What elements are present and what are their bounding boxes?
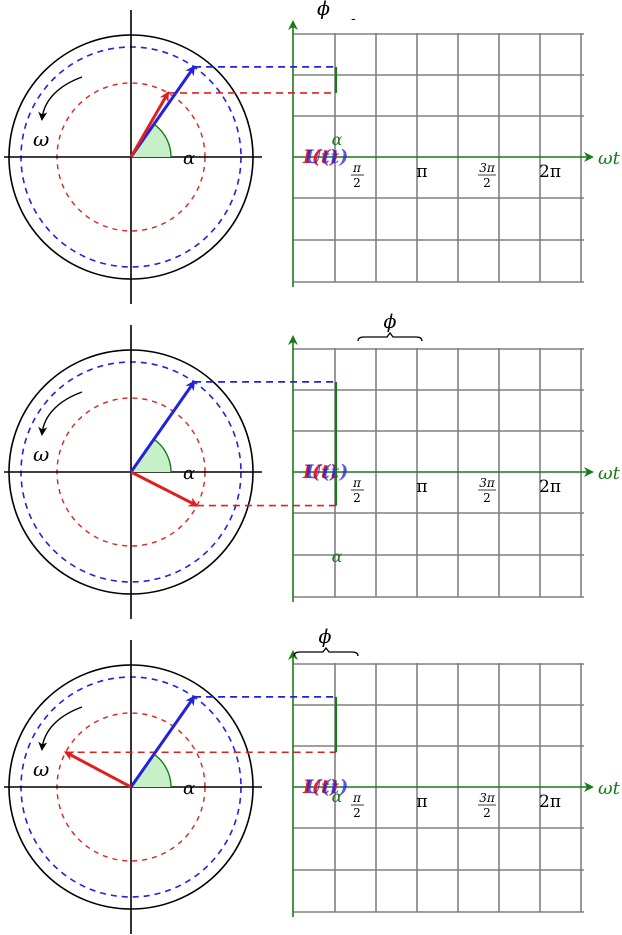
tick-2pi: 2π: [539, 162, 561, 182]
tick-2pi: 2π: [539, 792, 561, 812]
tick-2pi: 2π: [539, 477, 561, 497]
alpha-label-graph: α: [332, 787, 343, 806]
phi-label: ϕ: [384, 311, 397, 333]
rotation-arrow: [38, 76, 83, 121]
phi-dash: -: [351, 11, 356, 27]
alpha-label-circle: α: [183, 463, 195, 484]
tick-half-pi-num: π: [352, 791, 362, 805]
tick-pi: π: [416, 792, 427, 812]
current-phasor: [129, 91, 170, 158]
tick-pi: π: [416, 162, 427, 182]
alpha-label-circle: α: [183, 778, 195, 799]
phi-brace: [293, 646, 359, 657]
tick-three-half-pi-den: 2: [483, 176, 491, 190]
tick-half-pi-den: 2: [353, 176, 361, 190]
phi-brace: [357, 331, 423, 342]
tick-three-half-pi-num: 3π: [479, 161, 496, 175]
voltage-phasor: [129, 695, 196, 788]
u-label: U(t): [305, 776, 348, 798]
tick-half-pi-num: π: [352, 161, 362, 175]
omega-label: ω: [33, 442, 49, 466]
alpha-label-graph: α: [332, 130, 343, 149]
rotation-arrow: [38, 706, 83, 751]
tick-three-half-pi-den: 2: [483, 806, 491, 820]
alpha-arc: [153, 438, 172, 473]
u-label: U(t): [305, 146, 348, 168]
alpha-wedge: [131, 124, 171, 157]
voltage-phasor: [129, 380, 196, 473]
x-axis-label: ωt: [598, 463, 621, 484]
tick-pi: π: [416, 477, 427, 497]
voltage-phasor: [129, 65, 196, 158]
i-label: I(t): [302, 461, 339, 483]
alpha-wedge: [131, 439, 171, 472]
u-label: U(t): [305, 461, 348, 483]
alpha-arc: [153, 753, 172, 788]
phi-label: ϕ: [317, 0, 330, 20]
tick-three-half-pi-num: 3π: [479, 476, 496, 490]
phi-label: ϕ: [319, 626, 332, 648]
alpha-arc: [153, 123, 172, 158]
x-axis-label: ωt: [598, 148, 621, 169]
tick-half-pi-den: 2: [353, 806, 361, 820]
current-phasor: [63, 750, 132, 789]
omega-label: ω: [33, 757, 49, 781]
i-label: I(t): [302, 776, 339, 798]
x-axis-label: ωt: [598, 778, 621, 799]
alpha-label-graph: α: [332, 547, 343, 566]
i-label: I(t): [302, 146, 339, 168]
alpha-wedge: [131, 754, 171, 787]
current-phasor: [130, 470, 199, 507]
omega-label: ω: [33, 127, 49, 151]
tick-three-half-pi-num: 3π: [479, 791, 496, 805]
tick-half-pi-den: 2: [353, 491, 361, 505]
tick-half-pi-num: π: [352, 476, 362, 490]
tick-three-half-pi-den: 2: [483, 491, 491, 505]
alpha-label-circle: α: [183, 148, 195, 169]
rotation-arrow: [38, 391, 83, 436]
